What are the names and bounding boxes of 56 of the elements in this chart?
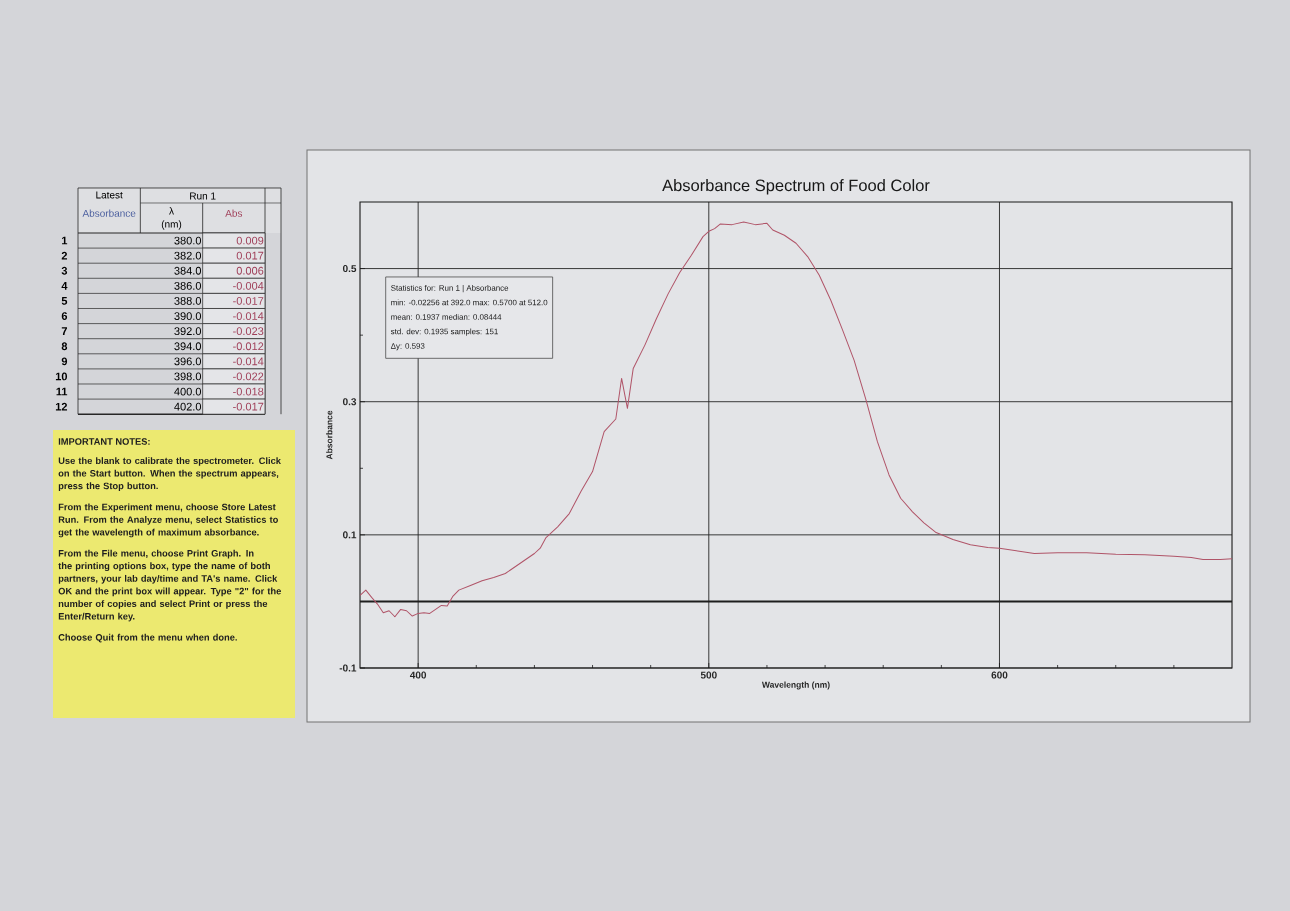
- data-label: -0.018: [233, 387, 264, 396]
- y-tick-label: 0.1: [342, 531, 357, 539]
- y-axis-title: Absorbance: [326, 410, 333, 460]
- y2-tick-label: 398.0: [174, 372, 202, 381]
- x-tick-label: 500: [700, 671, 717, 679]
- text: Run 1: [190, 192, 216, 200]
- y-tick-label: 11: [56, 387, 68, 396]
- y2-tick-label: 382.0: [174, 251, 202, 260]
- y2-tick-label: 380.0: [174, 236, 202, 245]
- text: λ: [169, 207, 174, 215]
- y2-tick-label: 392.0: [174, 327, 202, 336]
- text: (nm): [161, 220, 182, 230]
- data-label: -0.017: [233, 402, 264, 411]
- x-tick-label: 400: [409, 671, 427, 679]
- text: Latest: [96, 191, 123, 199]
- y-tick-label: 8: [61, 342, 68, 351]
- y-tick-label: 7: [61, 327, 67, 335]
- x-tick-label: Abs: [225, 209, 243, 217]
- text: From the File menu, choose Print Graph. In the printing options box, type the name of both partners, your lab day/time and TA's name. Click OK and the print box will appear. Type "2" for the number of copies and select Print or press the Enter/Return key.: [58, 549, 281, 622]
- text: From the Experiment menu, choose Store Latest Run. From the Analyze menu, select Statistics to get the wavelength of maximum absorbance.: [58, 503, 278, 538]
- y2-tick-label: 394.0: [174, 342, 202, 351]
- chart-title: Absorbance Spectrum of Food Color: [662, 179, 930, 195]
- y2-tick-label: 384.0: [174, 266, 202, 275]
- y2-tick-label: 396.0: [174, 357, 202, 366]
- y-tick-label: 12: [55, 402, 68, 411]
- y-tick-label: 3: [61, 266, 68, 275]
- data-label: -0.023: [233, 327, 264, 336]
- data-label: -0.004: [233, 281, 264, 290]
- y-tick-label: 5: [61, 297, 68, 305]
- data-label: -0.017: [233, 297, 264, 305]
- text: IMPORTANT NOTES:: [58, 438, 150, 445]
- y-tick-label: 2: [61, 251, 68, 260]
- y-tick-label: 9: [61, 357, 68, 366]
- data-label: 0.017: [236, 251, 264, 260]
- y-tick-label: 6: [61, 312, 68, 320]
- data-label: -0.012: [233, 342, 264, 351]
- y-tick-label: 1: [62, 236, 68, 245]
- data-label: -0.022: [233, 372, 264, 381]
- x-axis-title: Wavelength (nm): [761, 681, 830, 690]
- y-tick-label: 10: [55, 372, 68, 381]
- text: Choose Quit from the menu when done.: [58, 633, 237, 643]
- y2-tick-label: 400.0: [174, 387, 202, 396]
- data-label: 0.006: [236, 266, 264, 275]
- y-tick-label: -0.1: [339, 664, 357, 672]
- x-tick-label: 600: [991, 671, 1008, 679]
- y2-tick-label: 402.0: [174, 402, 202, 411]
- y2-tick-label: 388.0: [174, 297, 202, 305]
- y2-tick-label: 386.0: [174, 281, 202, 290]
- y-tick-label: 0.3: [342, 398, 357, 406]
- data-label: -0.014: [233, 357, 264, 366]
- y2-tick-label: 390.0: [174, 312, 202, 320]
- y-tick-label: 0.5: [342, 265, 357, 273]
- data-label: -0.014: [233, 312, 264, 320]
- y-tick-label: 4: [61, 282, 68, 290]
- data-label: 0.009: [236, 236, 264, 245]
- text: Use the blank to calibrate the spectrometer. Click on the Start button. When the spectrum appears, press the Stop button.: [58, 457, 281, 492]
